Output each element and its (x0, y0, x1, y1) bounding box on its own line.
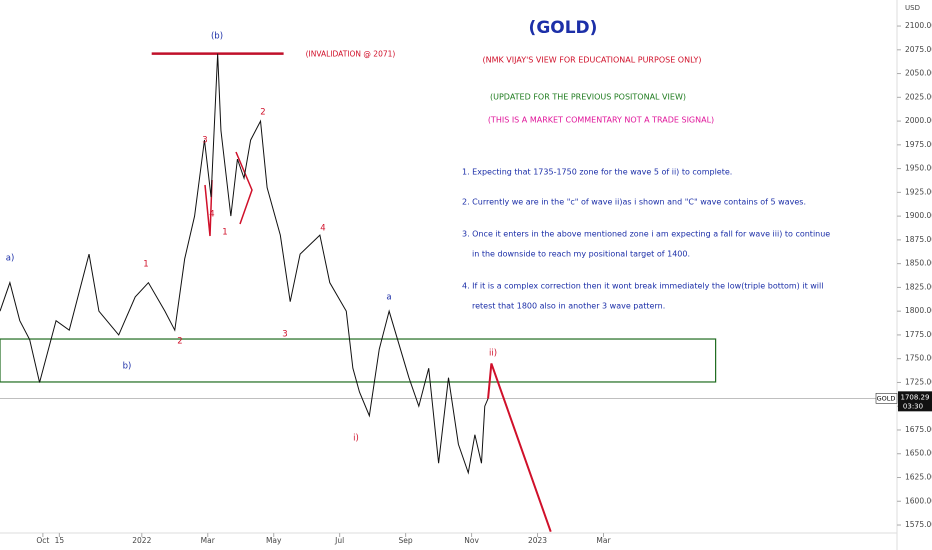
y-tick-label: 1875.00 (905, 235, 932, 244)
invalidation-label: (INVALIDATION @ 2071) (306, 50, 396, 59)
y-tick-label: 1600.00 (905, 496, 932, 505)
y-tick-label: 1850.00 (905, 259, 932, 268)
y-tick-label: 2025.00 (905, 92, 932, 101)
zone (0, 338, 717, 383)
annotation: 4 (209, 210, 214, 220)
annotation: 3. Once it enters in the above mentioned… (462, 230, 830, 239)
symbol-label: GOLD (877, 394, 896, 402)
y-tick-label: 2100.00 (905, 21, 932, 30)
y-tick-label: 1575.00 (905, 520, 932, 529)
x-tick-label: 2023 (528, 536, 547, 545)
time-label: 03:30 (903, 402, 923, 410)
drawing (204, 179, 213, 237)
annotation: 2 (177, 337, 182, 347)
y-tick-label: 1975.00 (905, 140, 932, 149)
y-tick-label: 1950.00 (905, 164, 932, 173)
x-tick-label: Oct (36, 536, 49, 545)
annotation: a (386, 293, 391, 303)
y-tick-label: 1775.00 (905, 330, 932, 339)
annotation: 1 (222, 228, 227, 238)
annotation: 3 (282, 330, 287, 340)
x-tick-label: Sep (399, 536, 413, 545)
series-line (0, 53, 489, 475)
symbol-tag (875, 393, 898, 404)
price-tag (898, 391, 932, 412)
x-tick-label: Jul (334, 536, 344, 545)
axis-unit: USD (905, 4, 920, 12)
annotation: retest that 1800 also in another 3 wave … (472, 302, 665, 311)
x-tick-label: Nov (464, 536, 479, 545)
series-line (487, 363, 552, 533)
drawing (235, 151, 253, 225)
annotation: 2. Currently we are in the "c" of wave i… (462, 198, 806, 207)
y-tick-label: 1625.00 (905, 472, 932, 481)
y-tick-label: 1900.00 (905, 211, 932, 220)
annotation: i) (353, 434, 359, 444)
y-tick-label: 1750.00 (905, 354, 932, 363)
x-tick-label: Mar (596, 536, 611, 545)
annotation: in the downside to reach my positional t… (472, 250, 690, 259)
y-tick-label: 1925.00 (905, 187, 932, 196)
annotation: ii) (489, 349, 497, 359)
annotation: (b) (211, 32, 223, 42)
annotation: 1. Expecting that 1735-1750 zone for the… (462, 168, 732, 177)
y-tick-label: 1650.00 (905, 449, 932, 458)
annotation: 1 (143, 260, 148, 270)
x-tick-label: 2022 (132, 536, 151, 545)
price-label: 1708.29 (901, 393, 930, 401)
annotation: 4 (320, 224, 325, 234)
annotation: 2 (260, 108, 265, 118)
y-tick-label: 1725.00 (905, 377, 932, 386)
y-tick-label: 1675.00 (905, 425, 932, 434)
annotation: b) (123, 362, 132, 372)
annotation: (UPDATED FOR THE PREVIOUS POSITONAL VIEW… (490, 93, 686, 102)
annotation: 3 (202, 136, 207, 146)
annotation: (THIS IS A MARKET COMMENTARY NOT A TRADE… (488, 116, 714, 125)
y-tick-label: 1800.00 (905, 306, 932, 315)
chart-title: (GOLD) (529, 18, 598, 38)
x-tick-label: 15 (55, 536, 65, 545)
x-tick-label: May (266, 536, 282, 545)
annotation: 4. If it is a complex correction then it… (462, 282, 823, 291)
y-tick-label: 2075.00 (905, 45, 932, 54)
y-tick-label: 1825.00 (905, 282, 932, 291)
x-tick-label: Mar (201, 536, 216, 545)
y-tick-label: 2000.00 (905, 116, 932, 125)
y-tick-label: 2050.00 (905, 69, 932, 78)
annotation: (NMK VIJAY'S VIEW FOR EDUCATIONAL PURPOS… (483, 56, 702, 65)
annotation: a) (6, 254, 15, 264)
